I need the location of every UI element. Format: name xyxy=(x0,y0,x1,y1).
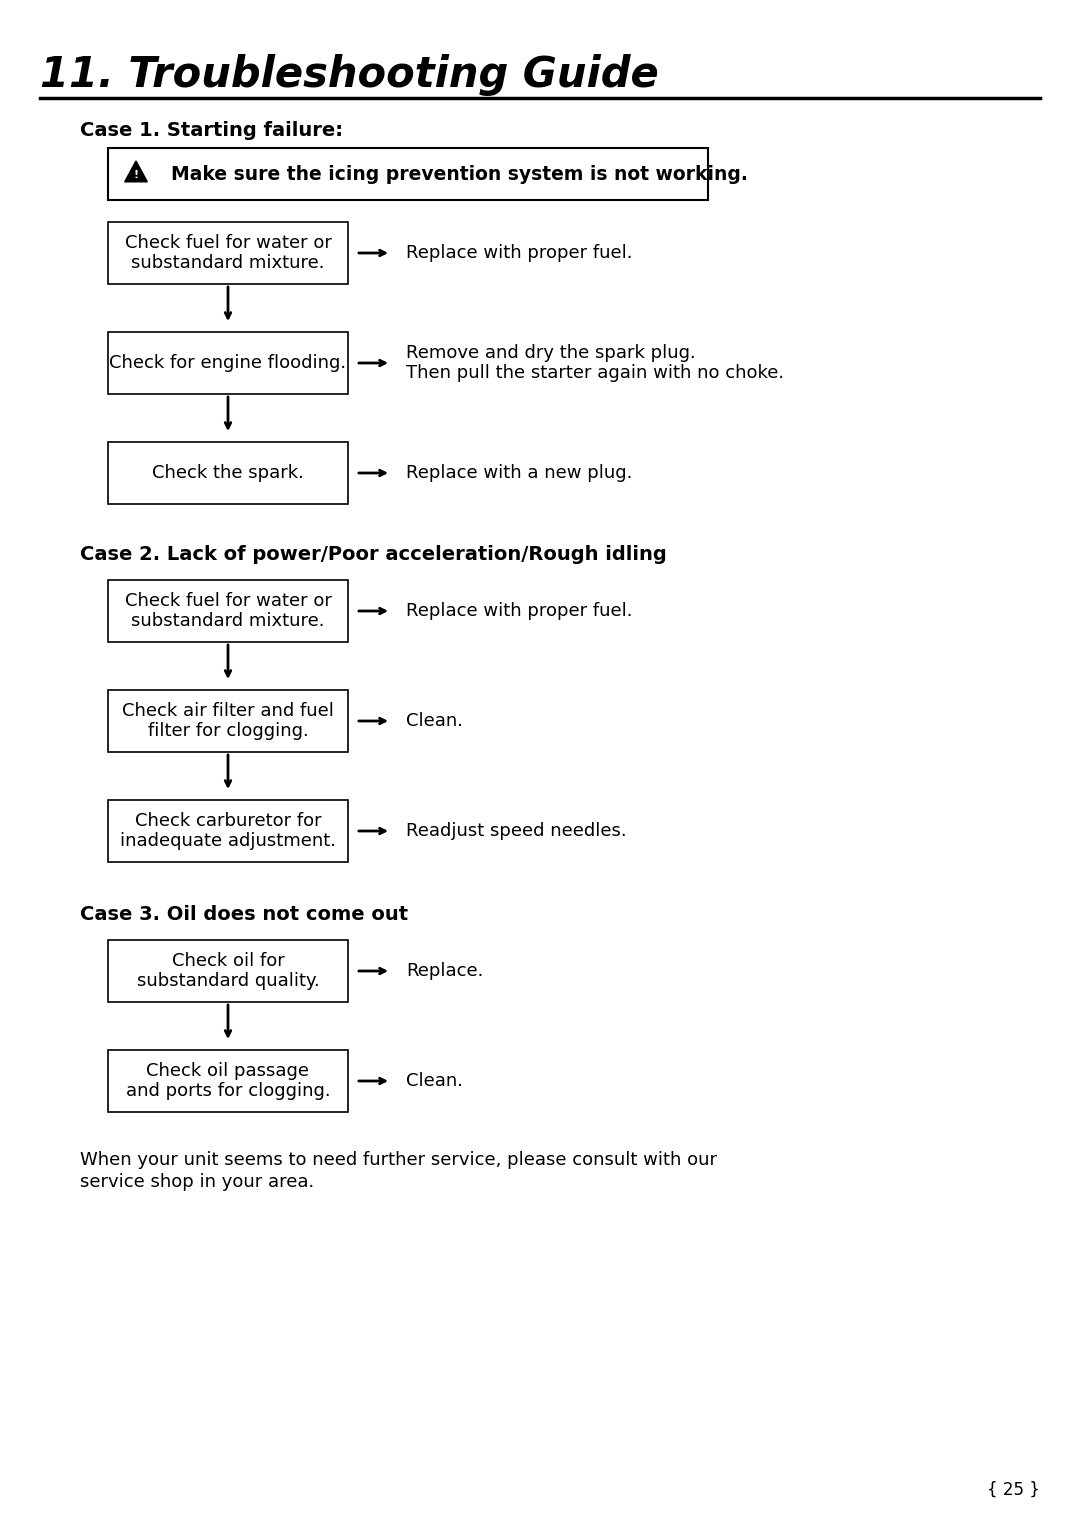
Text: Replace with proper fuel.: Replace with proper fuel. xyxy=(406,601,633,620)
Text: Check air filter and fuel
filter for clogging.: Check air filter and fuel filter for clo… xyxy=(122,702,334,740)
Text: Case 1. Starting failure:: Case 1. Starting failure: xyxy=(80,121,343,139)
Text: Clean.: Clean. xyxy=(406,1071,463,1090)
Text: Check oil for
substandard quality.: Check oil for substandard quality. xyxy=(137,952,320,990)
FancyBboxPatch shape xyxy=(108,1050,348,1112)
Text: Then pull the starter again with no choke.: Then pull the starter again with no chok… xyxy=(406,365,784,382)
FancyBboxPatch shape xyxy=(108,800,348,862)
Text: Case 3. Oil does not come out: Case 3. Oil does not come out xyxy=(80,905,408,925)
FancyBboxPatch shape xyxy=(108,148,708,200)
Text: Case 2. Lack of power/Poor acceleration/Rough idling: Case 2. Lack of power/Poor acceleration/… xyxy=(80,545,666,565)
Text: Make sure the icing prevention system is not working.: Make sure the icing prevention system is… xyxy=(158,165,747,183)
Text: Check carburetor for
inadequate adjustment.: Check carburetor for inadequate adjustme… xyxy=(120,812,336,850)
Text: Replace with proper fuel.: Replace with proper fuel. xyxy=(406,244,633,262)
FancyBboxPatch shape xyxy=(108,443,348,504)
Polygon shape xyxy=(124,162,147,182)
Text: Check fuel for water or
substandard mixture.: Check fuel for water or substandard mixt… xyxy=(124,592,332,630)
Text: Check for engine flooding.: Check for engine flooding. xyxy=(109,354,347,372)
FancyBboxPatch shape xyxy=(108,940,348,1003)
Text: service shop in your area.: service shop in your area. xyxy=(80,1173,314,1190)
Text: Remove and dry the spark plug.: Remove and dry the spark plug. xyxy=(406,343,696,362)
Text: 11. Troubleshooting Guide: 11. Troubleshooting Guide xyxy=(40,53,659,96)
Text: !: ! xyxy=(134,169,138,180)
Text: Replace.: Replace. xyxy=(406,961,484,980)
Text: Replace with a new plug.: Replace with a new plug. xyxy=(406,464,633,482)
Text: Check oil passage
and ports for clogging.: Check oil passage and ports for clogging… xyxy=(125,1062,330,1100)
Text: Check the spark.: Check the spark. xyxy=(152,464,303,482)
Text: When your unit seems to need further service, please consult with our: When your unit seems to need further ser… xyxy=(80,1151,717,1169)
Text: { 25 }: { 25 } xyxy=(987,1482,1040,1499)
FancyBboxPatch shape xyxy=(108,221,348,284)
Text: Check fuel for water or
substandard mixture.: Check fuel for water or substandard mixt… xyxy=(124,233,332,273)
Text: Readjust speed needles.: Readjust speed needles. xyxy=(406,823,626,839)
Text: Clean.: Clean. xyxy=(406,713,463,729)
FancyBboxPatch shape xyxy=(108,333,348,394)
FancyBboxPatch shape xyxy=(108,690,348,752)
FancyBboxPatch shape xyxy=(108,580,348,642)
